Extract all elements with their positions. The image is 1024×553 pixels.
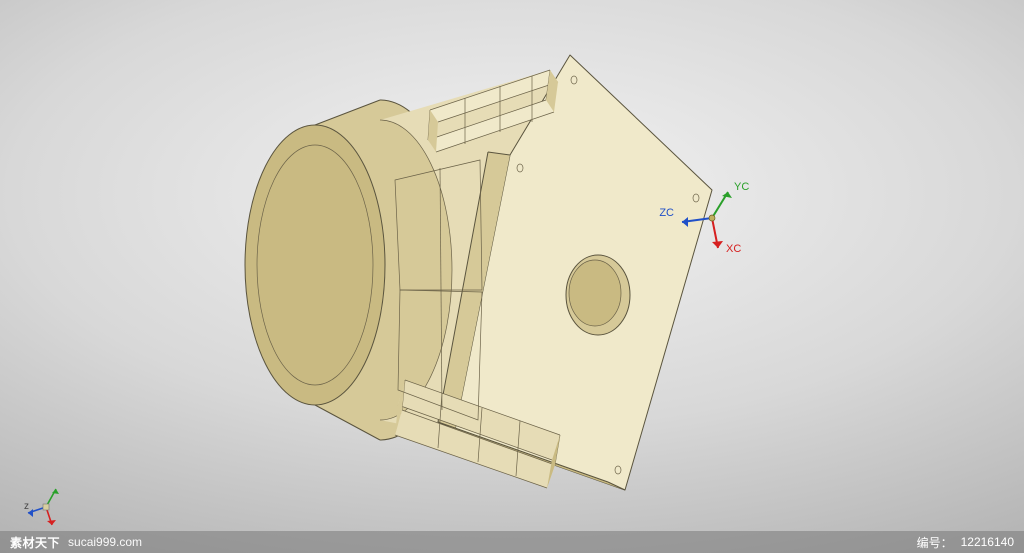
watermark-brand: 素材天下 — [10, 534, 60, 551]
corner-axis-label-z: z — [24, 501, 29, 512]
cad-viewport[interactable]: YC ZC XC z 素材天下 sucai999.com — [0, 0, 1024, 553]
watermark-id-value: 12216140 — [961, 535, 1014, 549]
cad-model — [220, 40, 760, 500]
axis-label-y: YC — [734, 181, 749, 193]
wcs-triad: YC ZC XC — [672, 178, 752, 258]
axis-label-z: ZC — [659, 207, 674, 219]
watermark-bar: 素材天下 sucai999.com 编号： 12216140 — [0, 531, 1024, 553]
watermark-id-label: 编号： — [917, 534, 953, 551]
watermark-url: sucai999.com — [68, 535, 142, 549]
axis-label-x: XC — [726, 243, 741, 255]
view-triad[interactable]: z — [20, 481, 72, 533]
